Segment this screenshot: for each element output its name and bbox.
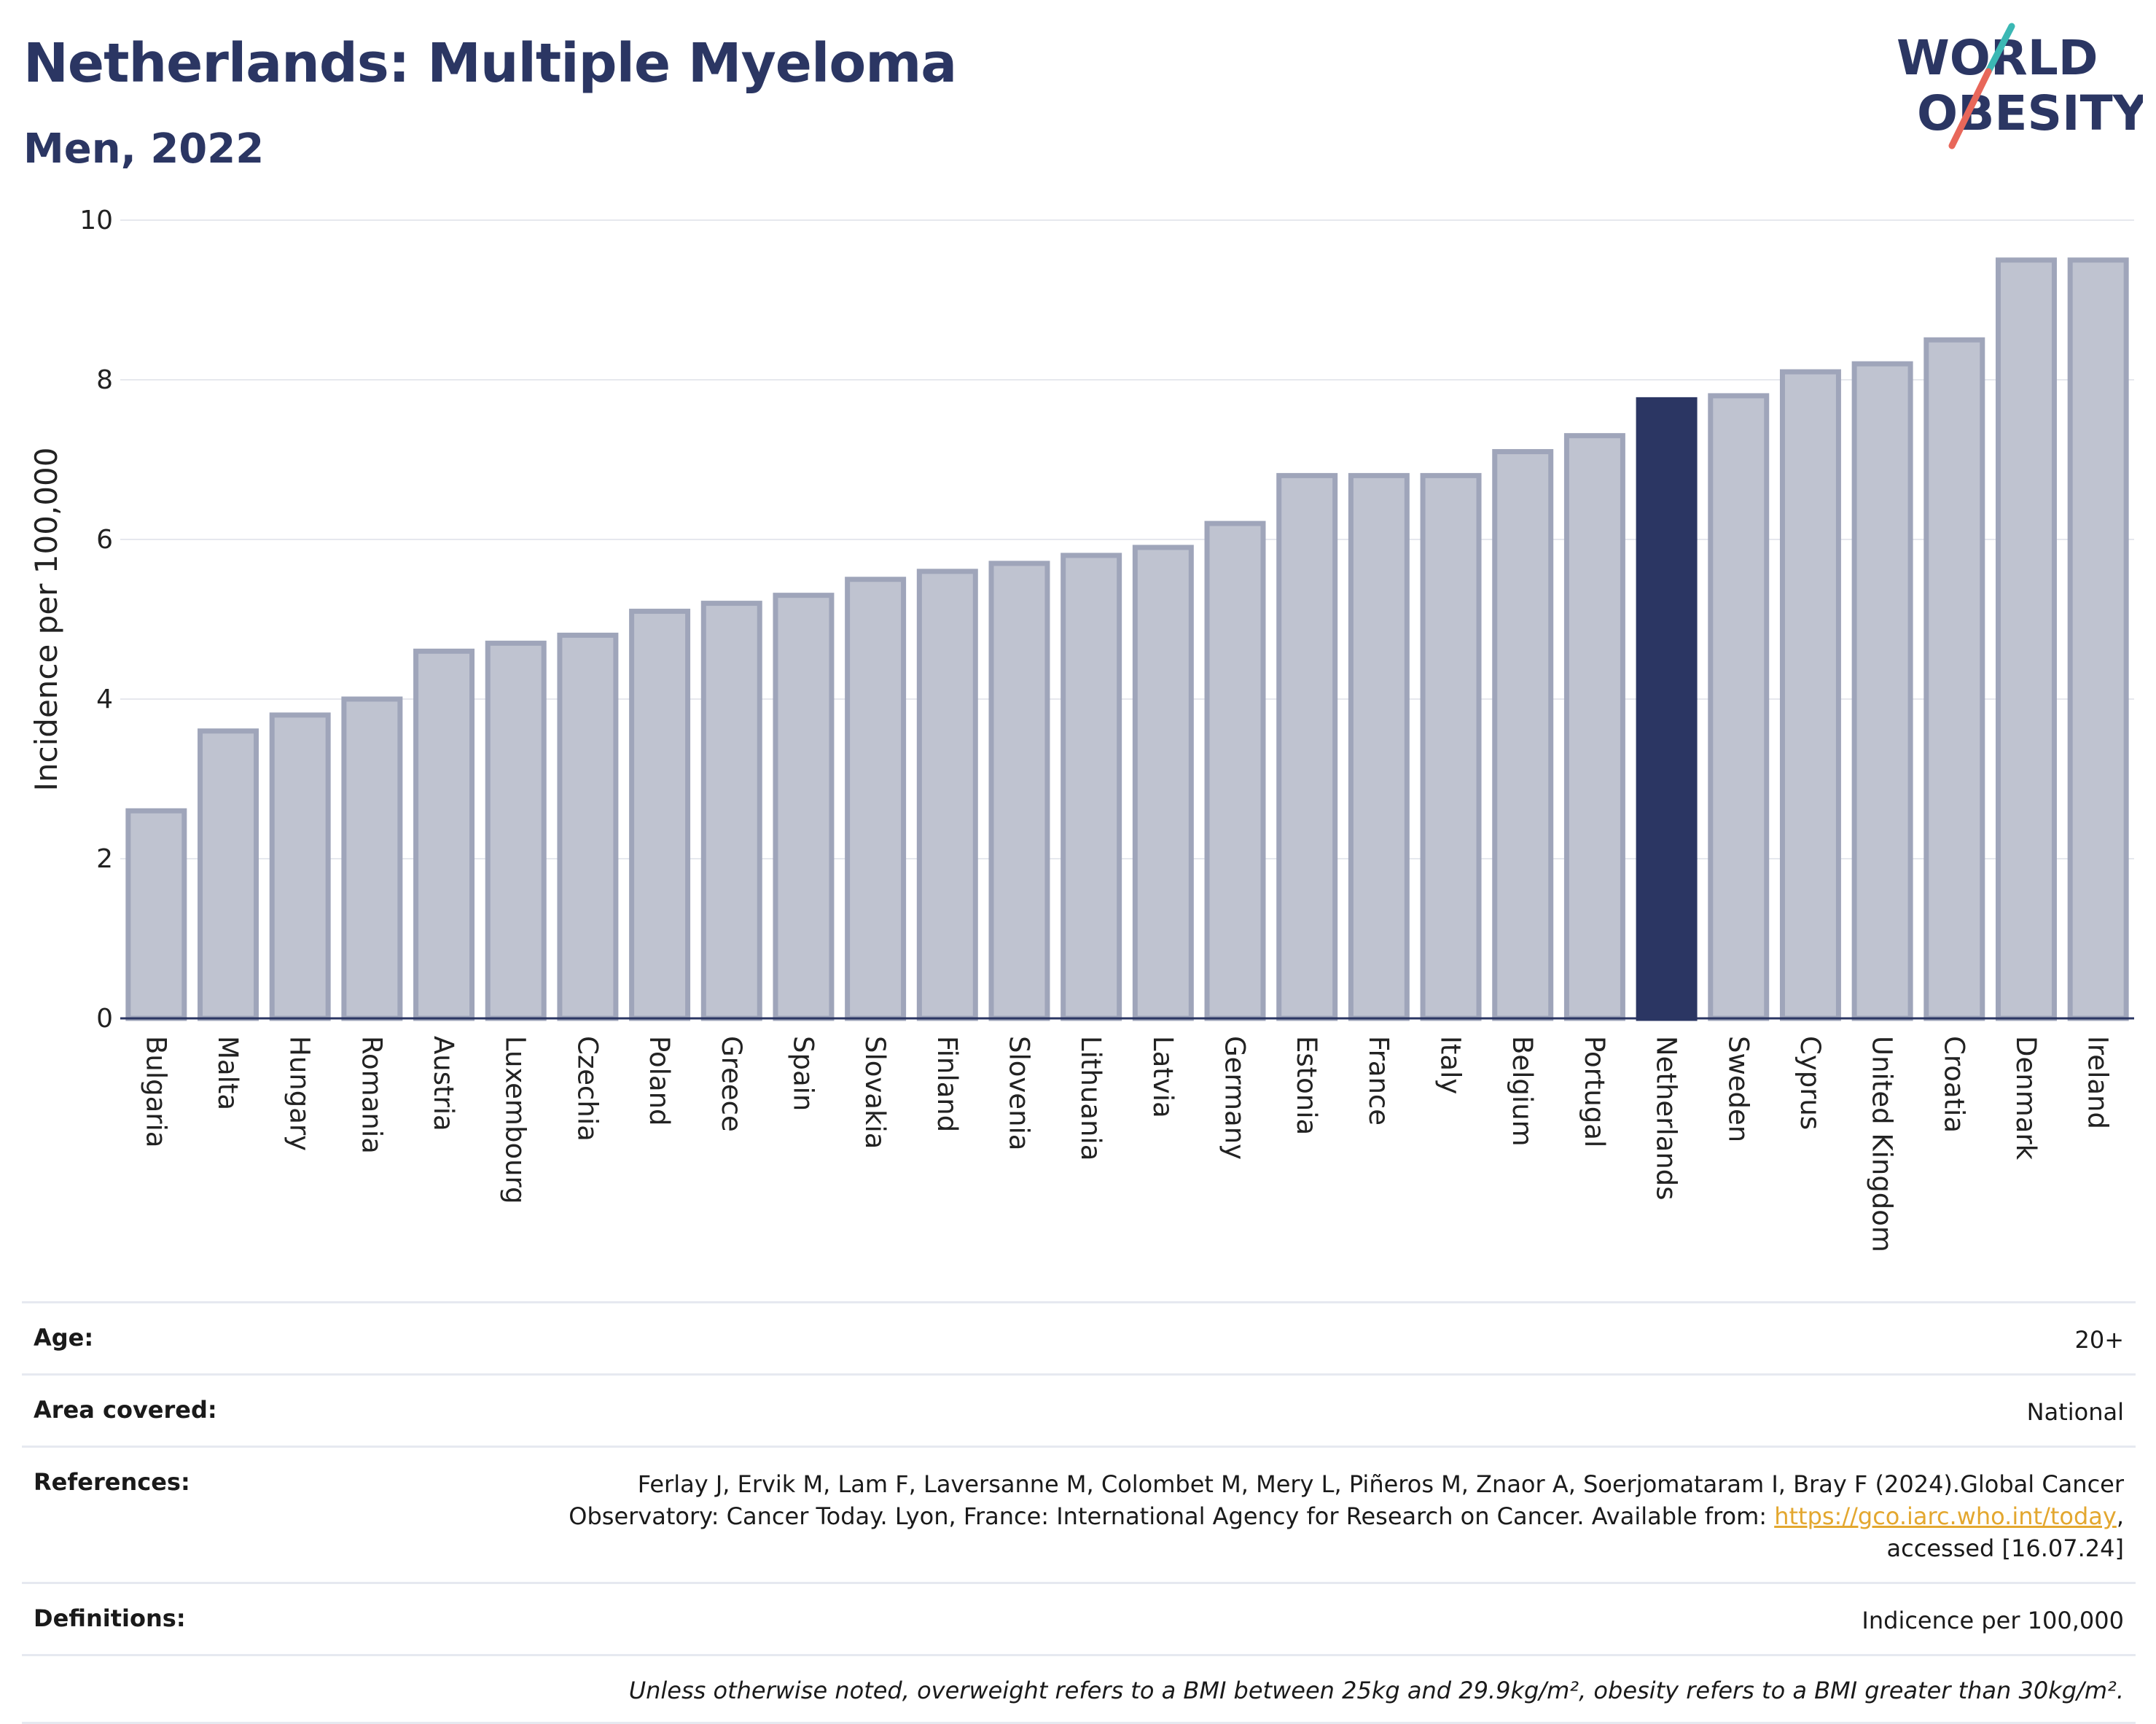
- bar-estonia: [1276, 472, 1338, 1021]
- definitions-label: Definitions:: [34, 1604, 186, 1632]
- bar-slovakia: [845, 577, 907, 1021]
- y-tick-label: 0: [96, 1004, 113, 1034]
- x-category-label: Slovenia: [1003, 1036, 1034, 1150]
- area-label: Area covered:: [34, 1396, 217, 1424]
- age-label: Age:: [34, 1324, 94, 1351]
- x-category-label: Denmark: [2010, 1036, 2042, 1161]
- bar-united-kingdom: [1851, 361, 1913, 1021]
- bar-latvia: [1132, 545, 1194, 1021]
- info-row-note: Unless otherwise noted, overweight refer…: [22, 1654, 2136, 1724]
- bar-austria: [413, 648, 475, 1021]
- y-tick-label: 2: [96, 844, 113, 874]
- bars: [125, 257, 2129, 1021]
- world-obesity-logo: WORLD OBESITY: [1897, 23, 2143, 149]
- bar-greece: [700, 601, 762, 1021]
- bar-czechia: [557, 632, 619, 1021]
- bar-ireland: [2067, 257, 2129, 1021]
- bar-belgium: [1492, 449, 1554, 1021]
- x-category-label: France: [1363, 1036, 1394, 1126]
- y-tick-labels: 0 2 4 6 8 10: [79, 206, 113, 1034]
- x-category-label: Portugal: [1579, 1036, 1610, 1147]
- y-tick-label: 10: [79, 206, 113, 235]
- bar-france: [1348, 472, 1410, 1021]
- x-category-label: Estonia: [1291, 1036, 1322, 1135]
- x-category-label: Hungary: [284, 1036, 316, 1151]
- area-value: National: [2026, 1398, 2124, 1426]
- y-axis-title: Incidence per 100,000: [28, 448, 64, 792]
- x-category-label: Belgium: [1507, 1036, 1538, 1147]
- bar-germany: [1204, 520, 1266, 1021]
- x-category-label: Sweden: [1722, 1036, 1754, 1142]
- bar-sweden: [1708, 393, 1770, 1021]
- x-category-label: Poland: [644, 1036, 675, 1126]
- chart-subtitle: Men, 2022: [23, 125, 265, 173]
- bar-portugal: [1563, 433, 1625, 1021]
- references-line-1: Ferlay J, Ervik M, Lam F, Laversanne M, …: [637, 1470, 2124, 1498]
- info-table: Age: 20+ Area covered: National Referenc…: [22, 1301, 2136, 1724]
- x-category-label: Romania: [356, 1036, 387, 1154]
- age-value: 20+: [2074, 1326, 2124, 1354]
- x-category-label: Slovakia: [859, 1036, 891, 1149]
- bar-poland: [629, 609, 691, 1021]
- x-category-label: Ireland: [2082, 1036, 2114, 1129]
- definitions-value: Indicence per 100,000: [1862, 1607, 2124, 1634]
- bar-finland: [916, 569, 978, 1021]
- x-category-label: Bulgaria: [140, 1036, 171, 1147]
- bar-lithuania: [1061, 553, 1122, 1021]
- bar-cyprus: [1779, 369, 1841, 1021]
- bar-malta: [198, 728, 259, 1021]
- references-line-2: Observatory: Cancer Today. Lyon, France:…: [569, 1502, 1775, 1530]
- logo-slash-lower: [1948, 68, 1992, 149]
- bar-netherlands: [1636, 397, 1698, 1021]
- references-line-3: accessed [16.07.24]: [1886, 1534, 2124, 1562]
- bar-slovenia: [988, 561, 1050, 1021]
- references-comma: ,: [2116, 1502, 2124, 1530]
- x-category-label: United Kingdom: [1867, 1036, 1898, 1252]
- bar-luxembourg: [485, 640, 547, 1021]
- x-category-label: Austria: [428, 1036, 459, 1131]
- info-row-area: Area covered: National: [22, 1373, 2136, 1446]
- references-value: Ferlay J, Ervik M, Lam F, Laversanne M, …: [569, 1468, 2124, 1564]
- x-category-label: Malta: [212, 1036, 243, 1110]
- x-category-label: Latvia: [1147, 1036, 1179, 1118]
- y-tick-label: 8: [96, 365, 113, 395]
- logo-slash-upper: [1985, 23, 2015, 75]
- x-category-label: Croatia: [1938, 1036, 1969, 1133]
- x-category-label: Netherlands: [1651, 1036, 1682, 1201]
- x-category-label: Finland: [931, 1036, 963, 1132]
- info-row-age: Age: 20+: [22, 1301, 2136, 1373]
- x-category-label: Greece: [716, 1036, 747, 1132]
- bar-croatia: [1923, 337, 1985, 1021]
- y-tick-label: 4: [96, 684, 113, 714]
- x-category-label: Lithuania: [1075, 1036, 1106, 1161]
- bmi-note: Unless otherwise noted, overweight refer…: [628, 1677, 2124, 1704]
- bar-chart: 0 2 4 6 8 10 Bulgaria Malta Hungary Romania Austr…: [28, 206, 2134, 1252]
- bar-bulgaria: [125, 808, 187, 1021]
- logo-line-2: OBESITY: [1917, 85, 2143, 141]
- bar-hungary: [269, 712, 331, 1021]
- bar-denmark: [1995, 257, 2057, 1021]
- references-link[interactable]: https://gco.iarc.who.int/today: [1774, 1502, 2117, 1530]
- bar-italy: [1420, 472, 1482, 1021]
- chart-title: Netherlands: Multiple Myeloma: [23, 32, 957, 95]
- info-row-references: References: Ferlay J, Ervik M, Lam F, La…: [22, 1446, 2136, 1582]
- bar-romania: [341, 696, 403, 1021]
- x-category-label: Luxembourg: [500, 1036, 531, 1204]
- x-category-label: Czechia: [571, 1036, 603, 1142]
- x-category-labels: Bulgaria Malta Hungary Romania Austria Luxemb…: [140, 1036, 2113, 1252]
- info-row-definitions: Definitions: Indicence per 100,000: [22, 1582, 2136, 1654]
- x-category-label: Cyprus: [1794, 1036, 1826, 1130]
- references-label: References:: [34, 1468, 190, 1496]
- x-category-label: Italy: [1435, 1036, 1466, 1094]
- bar-spain: [773, 593, 835, 1021]
- x-category-label: Spain: [787, 1036, 819, 1111]
- x-category-label: Germany: [1219, 1036, 1251, 1160]
- y-tick-label: 6: [96, 525, 113, 555]
